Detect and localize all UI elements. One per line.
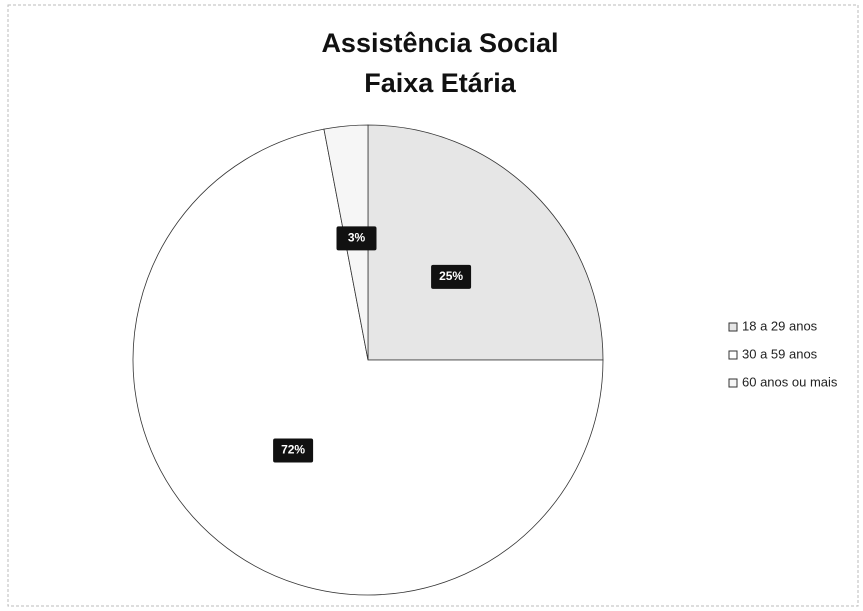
legend-label: 30 a 59 anos <box>742 346 818 361</box>
data-label-box <box>431 264 472 289</box>
chart-title: Faixa Etária <box>364 68 517 98</box>
data-label-box <box>273 438 314 463</box>
legend-swatch <box>728 350 738 360</box>
legend-label: 18 a 29 anos <box>742 318 818 333</box>
data-label: 3% <box>348 231 366 245</box>
legend-swatch <box>728 378 738 388</box>
data-label-box <box>336 226 377 251</box>
chart-title: Assistência Social <box>321 28 558 58</box>
data-label: 72% <box>281 443 305 457</box>
pie-slice <box>132 128 604 596</box>
pie-slice <box>367 124 604 361</box>
data-label: 25% <box>439 269 463 283</box>
legend-label: 60 anos ou mais <box>742 374 838 389</box>
legend-swatch <box>728 322 738 332</box>
